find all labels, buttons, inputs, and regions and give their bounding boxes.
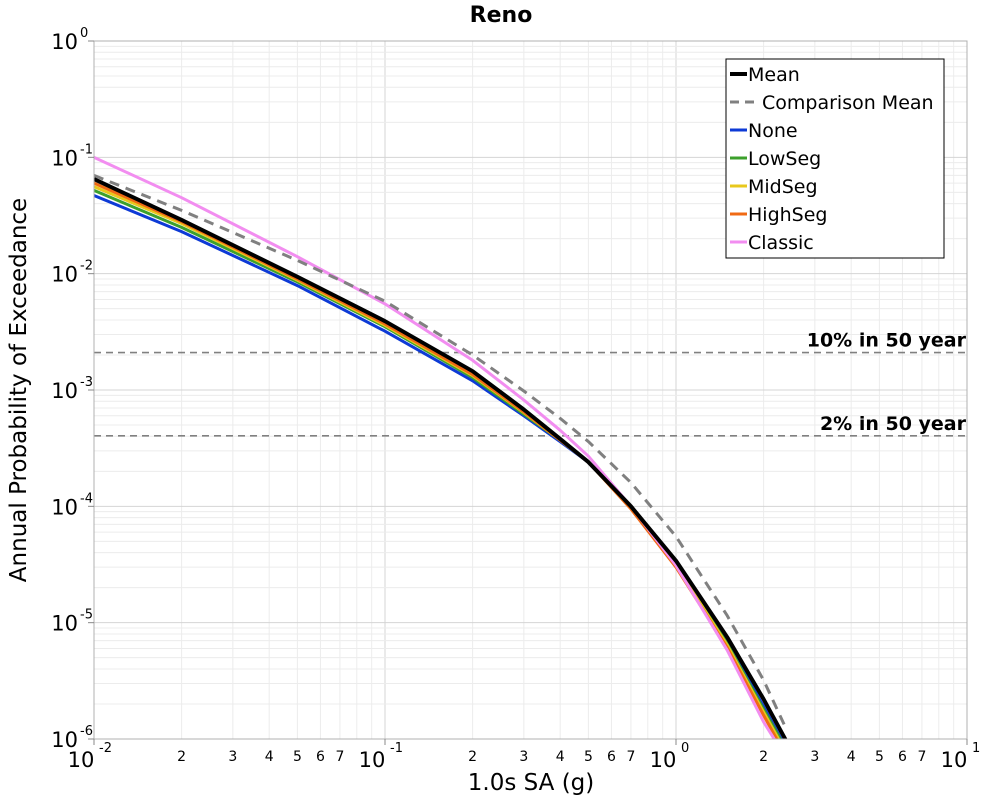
x-minor-tick-label: 7 bbox=[335, 749, 344, 765]
legend-entry-label: Comparison Mean bbox=[762, 92, 934, 114]
x-minor-tick-label: 6 bbox=[607, 749, 616, 765]
y-tick-exponent: -4 bbox=[80, 491, 93, 506]
x-minor-tick-label: 7 bbox=[626, 749, 635, 765]
x-tick-label: 10 bbox=[650, 748, 677, 772]
y-tick-exponent: 0 bbox=[80, 26, 88, 41]
x-minor-tick-label: 3 bbox=[228, 749, 237, 765]
series-lines bbox=[94, 155, 788, 739]
legend-box bbox=[725, 58, 945, 259]
x-minor-tick-label: 4 bbox=[556, 749, 565, 765]
x-minor-tick-label: 6 bbox=[898, 749, 907, 765]
x-tick-exponent: -1 bbox=[390, 741, 403, 756]
x-tick-label: 10 bbox=[359, 748, 386, 772]
y-tick-exponent: -5 bbox=[80, 608, 93, 623]
x-tick-label: 10 bbox=[941, 748, 968, 772]
y-tick-exponent: -6 bbox=[80, 724, 93, 739]
x-axis-ticks: 10 -2 10 -1 10 0 10 12 3 4 5 6 7 2 3 4 5 6 7 2 3 4 5 6 7 bbox=[68, 739, 980, 772]
y-tick-label: 10 bbox=[51, 379, 78, 403]
y-tick-exponent: -1 bbox=[80, 142, 93, 157]
series-line-classic bbox=[94, 155, 777, 739]
series-line-comparison-mean bbox=[94, 174, 788, 731]
reference-line-label: 2% in 50 year bbox=[820, 413, 967, 435]
x-minor-tick-label: 2 bbox=[468, 749, 477, 765]
x-minor-tick-label: 2 bbox=[759, 749, 768, 765]
series-line-lowseg bbox=[94, 189, 782, 739]
x-minor-tick-label: 6 bbox=[316, 749, 325, 765]
legend-entry-label: None bbox=[748, 120, 798, 142]
x-minor-tick-label: 2 bbox=[177, 749, 186, 765]
x-axis-label: 1.0s SA (g) bbox=[468, 770, 595, 796]
reference-line-label: 10% in 50 year bbox=[807, 330, 967, 352]
x-tick-exponent: 1 bbox=[972, 741, 980, 756]
series-line-highseg bbox=[94, 181, 779, 739]
x-minor-tick-label: 5 bbox=[875, 749, 884, 765]
y-tick-label: 10 bbox=[51, 495, 78, 519]
legend-entry-label: Classic bbox=[748, 232, 814, 254]
reference-lines: 10% in 50 year 2% in 50 year bbox=[94, 330, 967, 437]
x-minor-tick-label: 3 bbox=[519, 749, 528, 765]
series-line-mean bbox=[94, 177, 788, 739]
x-minor-tick-label: 5 bbox=[293, 749, 302, 765]
x-tick-exponent: 0 bbox=[681, 741, 689, 756]
y-tick-label: 10 bbox=[51, 728, 78, 752]
legend-entry-label: HighSeg bbox=[748, 204, 827, 226]
y-tick-label: 10 bbox=[51, 30, 78, 54]
chart-title: Reno bbox=[470, 3, 533, 28]
x-tick-exponent: -2 bbox=[99, 741, 112, 756]
y-tick-exponent: -2 bbox=[80, 259, 93, 274]
x-tick-label: 10 bbox=[68, 748, 95, 772]
y-tick-label: 10 bbox=[51, 146, 78, 170]
y-axis-label: Annual Probability of Exceedance bbox=[6, 198, 32, 582]
x-minor-tick-label: 4 bbox=[265, 749, 274, 765]
grid-lines bbox=[93, 41, 967, 740]
legend-entry-label: MidSeg bbox=[748, 176, 818, 198]
x-minor-tick-label: 4 bbox=[847, 749, 856, 765]
y-tick-exponent: -3 bbox=[80, 375, 93, 390]
legend: Mean Comparison Mean None LowSeg MidSeg HighS… bbox=[725, 58, 945, 259]
x-minor-tick-label: 3 bbox=[810, 749, 819, 765]
x-minor-tick-label: 7 bbox=[917, 749, 926, 765]
legend-entry-label: Mean bbox=[748, 64, 800, 86]
legend-entry-label: LowSeg bbox=[748, 148, 821, 170]
y-tick-label: 10 bbox=[51, 612, 78, 636]
x-minor-tick-label: 5 bbox=[584, 749, 593, 765]
y-tick-label: 10 bbox=[51, 263, 78, 287]
